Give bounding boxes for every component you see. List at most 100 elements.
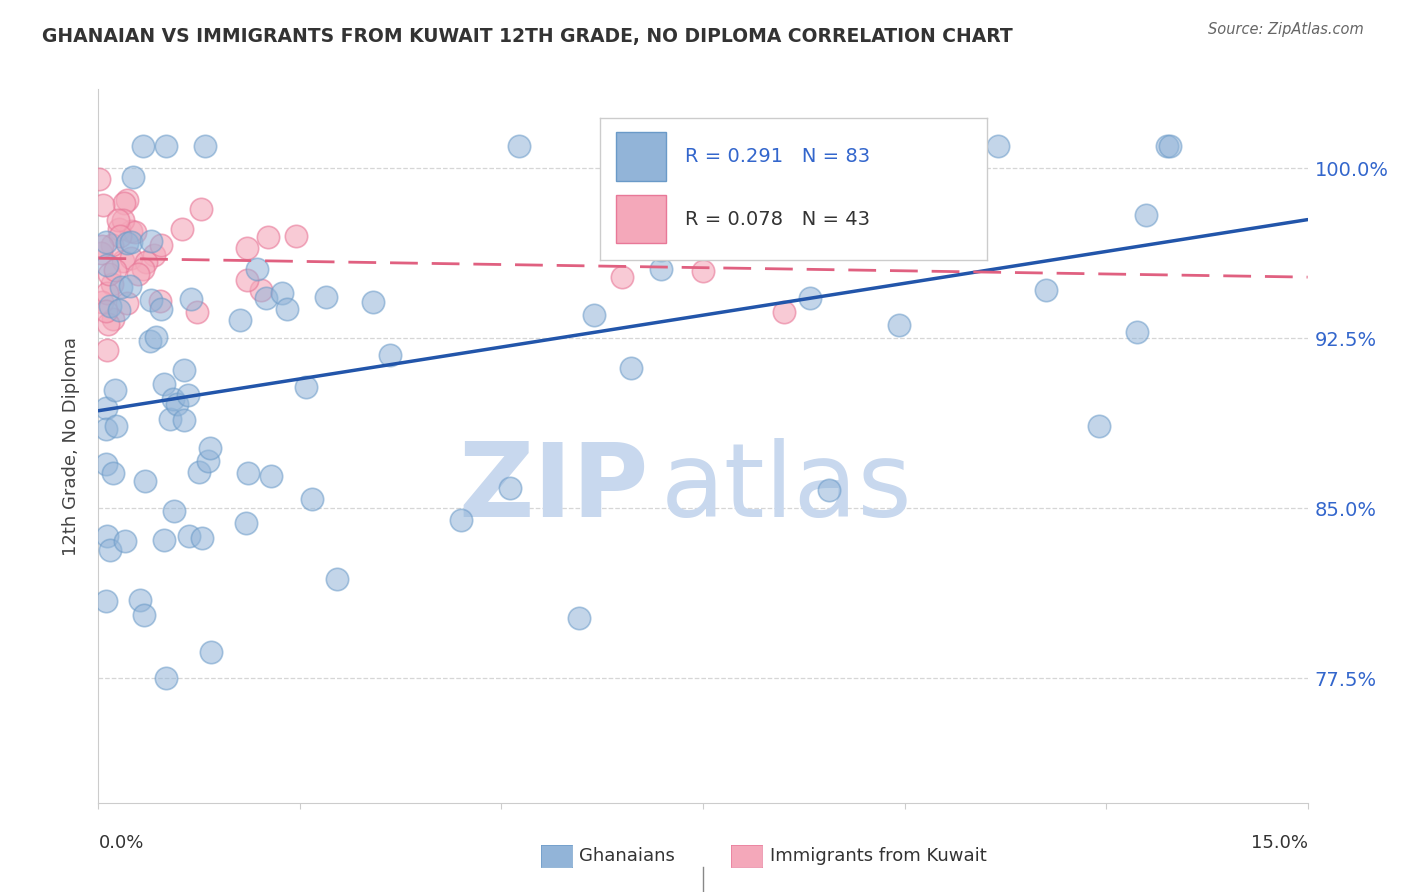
Point [162,392,184,407]
Point [141,293,163,307]
Point [96,285,118,300]
Point [987,138,1010,153]
Point [260,468,283,483]
Point [115,236,138,251]
Y-axis label: 12th Grade, No Diploma: 12th Grade, No Diploma [62,336,80,556]
Point [96,594,118,608]
Point [285,228,308,243]
Text: 0.0%: 0.0% [98,834,143,852]
Point [100,299,122,313]
Point [98,542,121,557]
Point [150,302,173,317]
Point [166,397,188,411]
Point [692,264,714,278]
Point [197,454,219,468]
Point [96,343,118,357]
Point [294,380,316,394]
Point [132,138,155,153]
Point [104,419,127,434]
Point [110,280,132,294]
Point [111,254,134,268]
Text: 15.0%: 15.0% [1250,834,1308,852]
Point [142,248,165,262]
Text: atlas: atlas [661,438,912,540]
Point [90,246,112,260]
Point [101,277,124,292]
Point [107,213,129,227]
Point [155,671,177,685]
Point [650,262,672,277]
Point [91,239,114,253]
Point [450,513,472,527]
Point [112,196,135,211]
Point [120,252,142,266]
Point [651,206,673,220]
Point [191,531,214,545]
Point [173,363,195,377]
Point [132,607,155,622]
Point [928,198,950,212]
Point [620,360,643,375]
Point [101,312,124,326]
Point [96,457,118,471]
Point [612,269,634,284]
Point [118,279,141,293]
Point [190,202,212,216]
Point [179,529,201,543]
Point [583,308,606,322]
Point [152,533,174,548]
Point [799,291,821,305]
Point [236,273,259,287]
Point [120,235,142,249]
Point [952,195,974,210]
Point [96,235,118,250]
Text: Ghanaians: Ghanaians [579,847,675,865]
Point [200,645,222,659]
Point [818,483,841,498]
Point [378,347,401,361]
Point [96,401,118,415]
Text: ZIP: ZIP [458,438,648,540]
Point [104,383,127,397]
Point [149,294,172,309]
Point [361,294,384,309]
Point [186,305,208,319]
Point [127,268,149,282]
Point [112,213,135,227]
Point [159,412,181,426]
Point [135,255,157,269]
Point [568,611,591,625]
Point [236,467,259,481]
Point [1088,419,1111,434]
Point [145,330,167,344]
Point [271,285,294,300]
Point [187,465,209,479]
Point [117,295,139,310]
Point [173,412,195,426]
Text: Source: ZipAtlas.com: Source: ZipAtlas.com [1208,22,1364,37]
Point [326,573,349,587]
Point [315,290,337,304]
Point [94,304,117,318]
Point [121,170,143,185]
Point [89,171,111,186]
Point [710,197,733,211]
Point [200,442,222,456]
Point [170,221,193,235]
Point [139,235,162,249]
Point [772,305,794,319]
Point [704,171,727,186]
Point [131,262,153,277]
Point [508,138,530,153]
Point [101,238,124,252]
Point [103,466,125,480]
Point [96,421,118,435]
Point [120,224,142,238]
Point [124,225,146,239]
Point [246,262,269,277]
Point [97,317,120,331]
Point [499,481,522,495]
Point [276,302,298,317]
Point [1135,209,1157,223]
Point [139,334,162,349]
